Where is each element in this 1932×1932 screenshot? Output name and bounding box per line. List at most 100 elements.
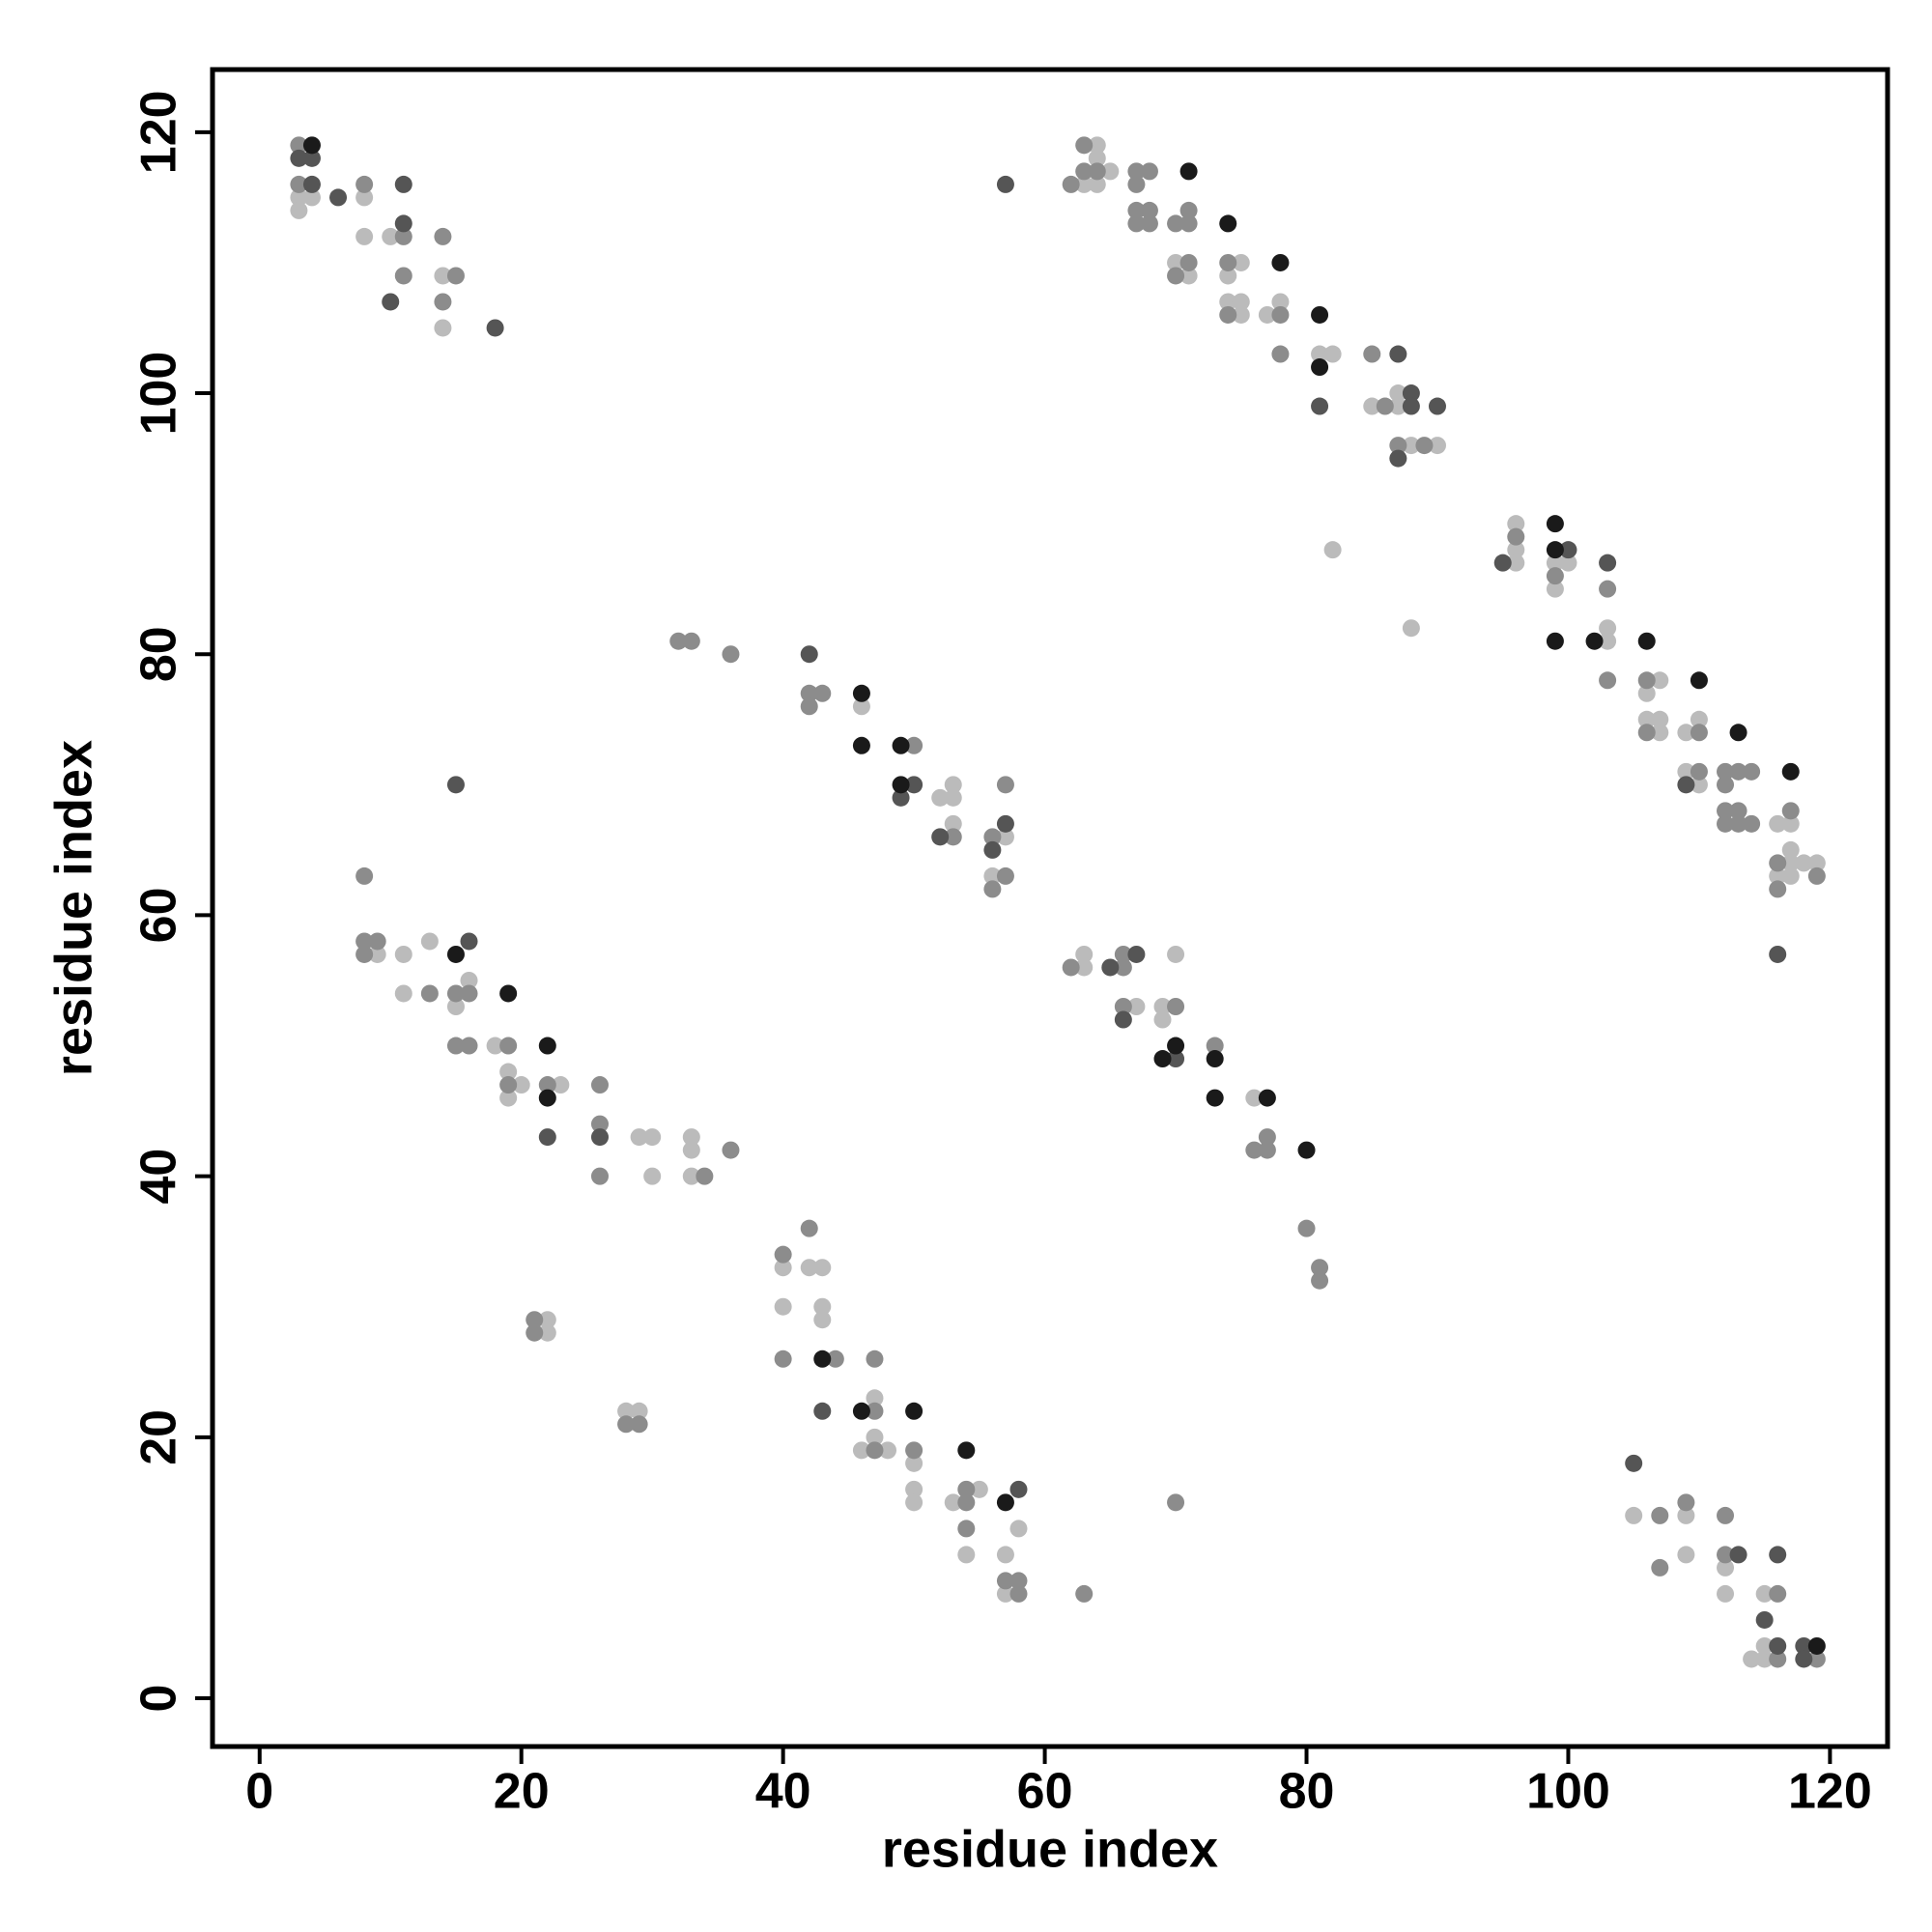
point <box>1179 214 1198 233</box>
point <box>302 188 321 207</box>
point <box>617 1415 636 1434</box>
point <box>1232 253 1250 271</box>
point <box>1167 997 1185 1015</box>
y-tick-label: 0 <box>131 1685 187 1713</box>
point <box>1311 345 1329 363</box>
point <box>944 776 962 794</box>
point <box>1729 802 1747 820</box>
point <box>682 1141 700 1159</box>
point <box>1781 814 1800 833</box>
point <box>1140 214 1158 233</box>
point <box>1599 632 1617 650</box>
point <box>446 1037 465 1055</box>
point <box>290 188 308 207</box>
point <box>931 788 950 807</box>
point <box>931 828 950 846</box>
point <box>1167 1050 1185 1068</box>
point <box>486 319 504 337</box>
point <box>944 828 962 846</box>
point <box>302 149 321 167</box>
point <box>368 945 386 963</box>
point <box>1245 1141 1264 1159</box>
point <box>722 645 740 664</box>
point <box>1755 1636 1774 1655</box>
point <box>682 1128 700 1147</box>
point <box>996 828 1014 846</box>
point <box>1153 1010 1172 1029</box>
point <box>1167 214 1185 233</box>
point <box>382 227 400 245</box>
point <box>1795 1650 1813 1668</box>
x-tick-label: 0 <box>245 1764 273 1820</box>
point <box>1546 580 1564 598</box>
point <box>1769 854 1787 872</box>
point <box>1140 201 1158 219</box>
point <box>1179 253 1198 271</box>
point <box>526 1323 544 1342</box>
point <box>1219 253 1237 271</box>
point <box>643 1167 662 1185</box>
point <box>1075 958 1094 977</box>
point <box>1232 305 1250 324</box>
point <box>1729 762 1747 781</box>
point <box>996 1572 1014 1590</box>
point <box>1599 580 1617 598</box>
point <box>1428 437 1446 455</box>
point <box>552 1076 570 1094</box>
point <box>957 1480 976 1498</box>
point <box>446 945 465 963</box>
point <box>892 788 910 807</box>
point <box>1206 1037 1224 1055</box>
point <box>1363 345 1381 363</box>
point <box>1717 1546 1735 1564</box>
point <box>1127 945 1146 963</box>
point <box>1717 814 1735 833</box>
point <box>813 1311 832 1329</box>
point <box>1690 724 1708 742</box>
point <box>852 697 870 716</box>
point <box>1677 1546 1695 1564</box>
point <box>1625 1506 1643 1524</box>
point <box>1769 867 1787 885</box>
point <box>1127 214 1146 233</box>
point <box>1114 958 1132 977</box>
point <box>1311 1271 1329 1290</box>
point <box>590 1167 609 1185</box>
point <box>1062 958 1080 977</box>
point <box>1781 802 1800 820</box>
point <box>460 932 478 951</box>
point <box>1271 293 1290 311</box>
point <box>1114 945 1132 963</box>
point <box>420 932 439 951</box>
point <box>957 1520 976 1538</box>
x-tick-label: 60 <box>1017 1764 1073 1820</box>
point <box>1402 384 1420 403</box>
point <box>446 997 465 1015</box>
point <box>1546 515 1564 533</box>
point <box>1088 136 1106 155</box>
point <box>643 1128 662 1147</box>
point <box>1651 724 1669 742</box>
point <box>1219 293 1237 311</box>
point <box>446 984 465 1003</box>
x-tick-label: 40 <box>755 1764 811 1820</box>
point <box>382 293 400 311</box>
point <box>1546 554 1564 572</box>
point <box>852 684 870 702</box>
x-axis-label: residue index <box>882 1820 1218 1878</box>
point <box>290 149 308 167</box>
point <box>826 1350 844 1368</box>
point <box>1258 305 1276 324</box>
point <box>1690 776 1708 794</box>
point <box>1402 397 1420 415</box>
point <box>1651 1506 1669 1524</box>
point <box>1258 1141 1276 1159</box>
point <box>774 1297 792 1316</box>
point <box>879 1441 897 1460</box>
point <box>538 1128 556 1147</box>
point <box>1769 880 1787 898</box>
point <box>460 1037 478 1055</box>
point <box>394 175 412 193</box>
